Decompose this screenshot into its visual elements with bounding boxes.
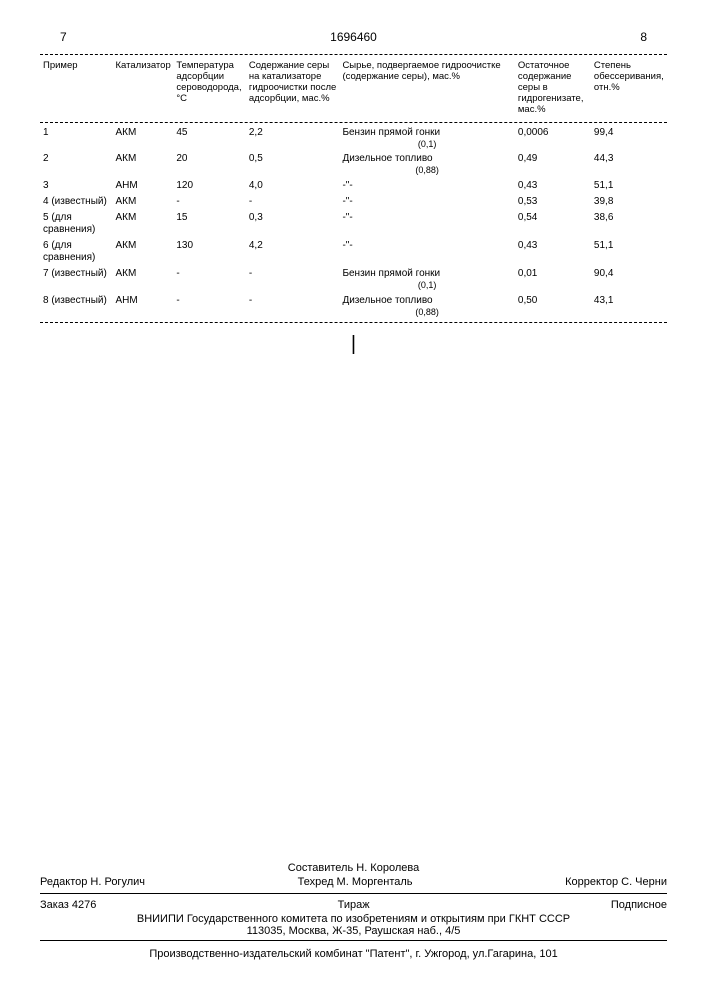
data-table-body: 1АКМ452,2Бензин прямой гонки(0,1)0,00069… bbox=[40, 125, 667, 320]
table-cell: Бензин прямой гонки(0,1) bbox=[339, 125, 514, 152]
table-cell: Дизельное топливо(0,88) bbox=[339, 293, 514, 320]
th-catalyst: Катализатор bbox=[113, 57, 174, 120]
table-cell: -"- bbox=[339, 178, 514, 194]
table-cell: 1 bbox=[40, 125, 113, 152]
table-row: 7 (известный)АКМ--Бензин прямой гонки(0,… bbox=[40, 266, 667, 293]
prod: Производственно-издательский комбинат "П… bbox=[40, 948, 667, 960]
table-cell: - bbox=[246, 266, 340, 293]
footer-divider-2 bbox=[40, 940, 667, 941]
table-cell: Бензин прямой гонки(0,1) bbox=[339, 266, 514, 293]
table-cell: 8 (известный) bbox=[40, 293, 113, 320]
table-cell: -"- bbox=[339, 194, 514, 210]
table-cell: - bbox=[173, 194, 246, 210]
editor: Редактор Н. Рогулич bbox=[40, 876, 145, 888]
table-cell: 0,3 bbox=[246, 210, 340, 238]
table-row: 2АКМ200,5Дизельное топливо(0,88)0,4944,3 bbox=[40, 151, 667, 178]
table-row: 6 (для сравнения)АКМ1304,2-"-0,4351,1 bbox=[40, 238, 667, 266]
footer-divider-1 bbox=[40, 893, 667, 894]
table-cell: 6 (для сравнения) bbox=[40, 238, 113, 266]
document-number: 1696460 bbox=[330, 30, 377, 44]
table-cell: 4 (известный) bbox=[40, 194, 113, 210]
page-number-left: 7 bbox=[60, 30, 67, 44]
table-cell: 0,01 bbox=[515, 266, 591, 293]
table-cell: 0,53 bbox=[515, 194, 591, 210]
table-row: 1АКМ452,2Бензин прямой гонки(0,1)0,00069… bbox=[40, 125, 667, 152]
table-cell: 43,1 bbox=[591, 293, 667, 320]
th-degree: Степень обессеривания, отн.% bbox=[591, 57, 667, 120]
table-cell: - bbox=[246, 293, 340, 320]
table-cell: 4,0 bbox=[246, 178, 340, 194]
table-cell: Дизельное топливо(0,88) bbox=[339, 151, 514, 178]
corrector: Корректор С. Черни bbox=[565, 876, 667, 888]
table-row: 3АНМ1204,0-"-0,4351,1 bbox=[40, 178, 667, 194]
table-head: Пример Катализатор Температура адсорбции… bbox=[40, 57, 667, 120]
th-residual: Остаточное содержание серы в гидрогениза… bbox=[515, 57, 591, 120]
page-number-right: 8 bbox=[640, 30, 647, 44]
table-cell: 51,1 bbox=[591, 178, 667, 194]
editor-row: Редактор Н. Рогулич Техред М. Моргенталь… bbox=[40, 874, 667, 890]
th-sulfur-cat: Содержание серы на катализаторе гидроочи… bbox=[246, 57, 340, 120]
table-cell: - bbox=[246, 194, 340, 210]
tirazh: Тираж bbox=[338, 899, 370, 911]
table-cell: 4,2 bbox=[246, 238, 340, 266]
table-cell: 120 bbox=[173, 178, 246, 194]
table-cell: 45 bbox=[173, 125, 246, 152]
table-cell: -"- bbox=[339, 238, 514, 266]
table-cell: 39,8 bbox=[591, 194, 667, 210]
table-header-border bbox=[40, 122, 667, 123]
compiler-line: Составитель Н. Королева bbox=[40, 862, 667, 874]
order-row: Заказ 4276 Тираж Подписное bbox=[40, 897, 667, 913]
table-cell: 20 bbox=[173, 151, 246, 178]
order: Заказ 4276 bbox=[40, 899, 96, 911]
table-cell: 0,5 bbox=[246, 151, 340, 178]
table-cell: АНМ bbox=[113, 293, 174, 320]
th-example: Пример bbox=[40, 57, 113, 120]
table-cell: - bbox=[173, 266, 246, 293]
table-cell: 0,0006 bbox=[515, 125, 591, 152]
data-table: Пример Катализатор Температура адсорбции… bbox=[40, 57, 667, 120]
table-row: 4 (известный)АКМ---"-0,5339,8 bbox=[40, 194, 667, 210]
table-cell: 51,1 bbox=[591, 238, 667, 266]
table-cell: 0,50 bbox=[515, 293, 591, 320]
table-cell: 99,4 bbox=[591, 125, 667, 152]
table-cell: 44,3 bbox=[591, 151, 667, 178]
addr: 113035, Москва, Ж-35, Раушская наб., 4/5 bbox=[40, 925, 667, 937]
table-cell: 15 bbox=[173, 210, 246, 238]
subscr: Подписное bbox=[611, 899, 667, 911]
table-cell: АКМ bbox=[113, 194, 174, 210]
table-cell: 0,43 bbox=[515, 178, 591, 194]
table-cell: АКМ bbox=[113, 266, 174, 293]
table-cell: АКМ bbox=[113, 210, 174, 238]
th-temp: Температура адсорбции сероводорода, °С bbox=[173, 57, 246, 120]
table-bottom-border bbox=[40, 322, 667, 323]
tech: Техред М. Моргенталь bbox=[298, 876, 413, 888]
table-cell: 7 (известный) bbox=[40, 266, 113, 293]
table-cell: АКМ bbox=[113, 125, 174, 152]
table-cell: АКМ bbox=[113, 238, 174, 266]
th-feed: Сырье, подвергаемое гидроочистке (содерж… bbox=[339, 57, 514, 120]
table-cell: - bbox=[173, 293, 246, 320]
table-cell: 0,54 bbox=[515, 210, 591, 238]
table-cell: 90,4 bbox=[591, 266, 667, 293]
table-cell: 2,2 bbox=[246, 125, 340, 152]
table-cell: 0,49 bbox=[515, 151, 591, 178]
vniipi: ВНИИПИ Государственного комитета по изоб… bbox=[40, 913, 667, 925]
table-cell: АКМ bbox=[113, 151, 174, 178]
footer-block: Составитель Н. Королева Редактор Н. Рогу… bbox=[40, 862, 667, 960]
table-row: 5 (для сравнения)АКМ150,3-"-0,5438,6 bbox=[40, 210, 667, 238]
table-cell: 38,6 bbox=[591, 210, 667, 238]
table-row: 8 (известный)АНМ--Дизельное топливо(0,88… bbox=[40, 293, 667, 320]
table-cell: 2 bbox=[40, 151, 113, 178]
table-top-border bbox=[40, 54, 667, 55]
table-cell: -"- bbox=[339, 210, 514, 238]
table-cell: 5 (для сравнения) bbox=[40, 210, 113, 238]
table-cell: 3 bbox=[40, 178, 113, 194]
page-header: 7 1696460 8 bbox=[40, 30, 667, 44]
table-cell: 130 bbox=[173, 238, 246, 266]
center-divider: | bbox=[40, 333, 667, 356]
table-cell: АНМ bbox=[113, 178, 174, 194]
table-cell: 0,43 bbox=[515, 238, 591, 266]
